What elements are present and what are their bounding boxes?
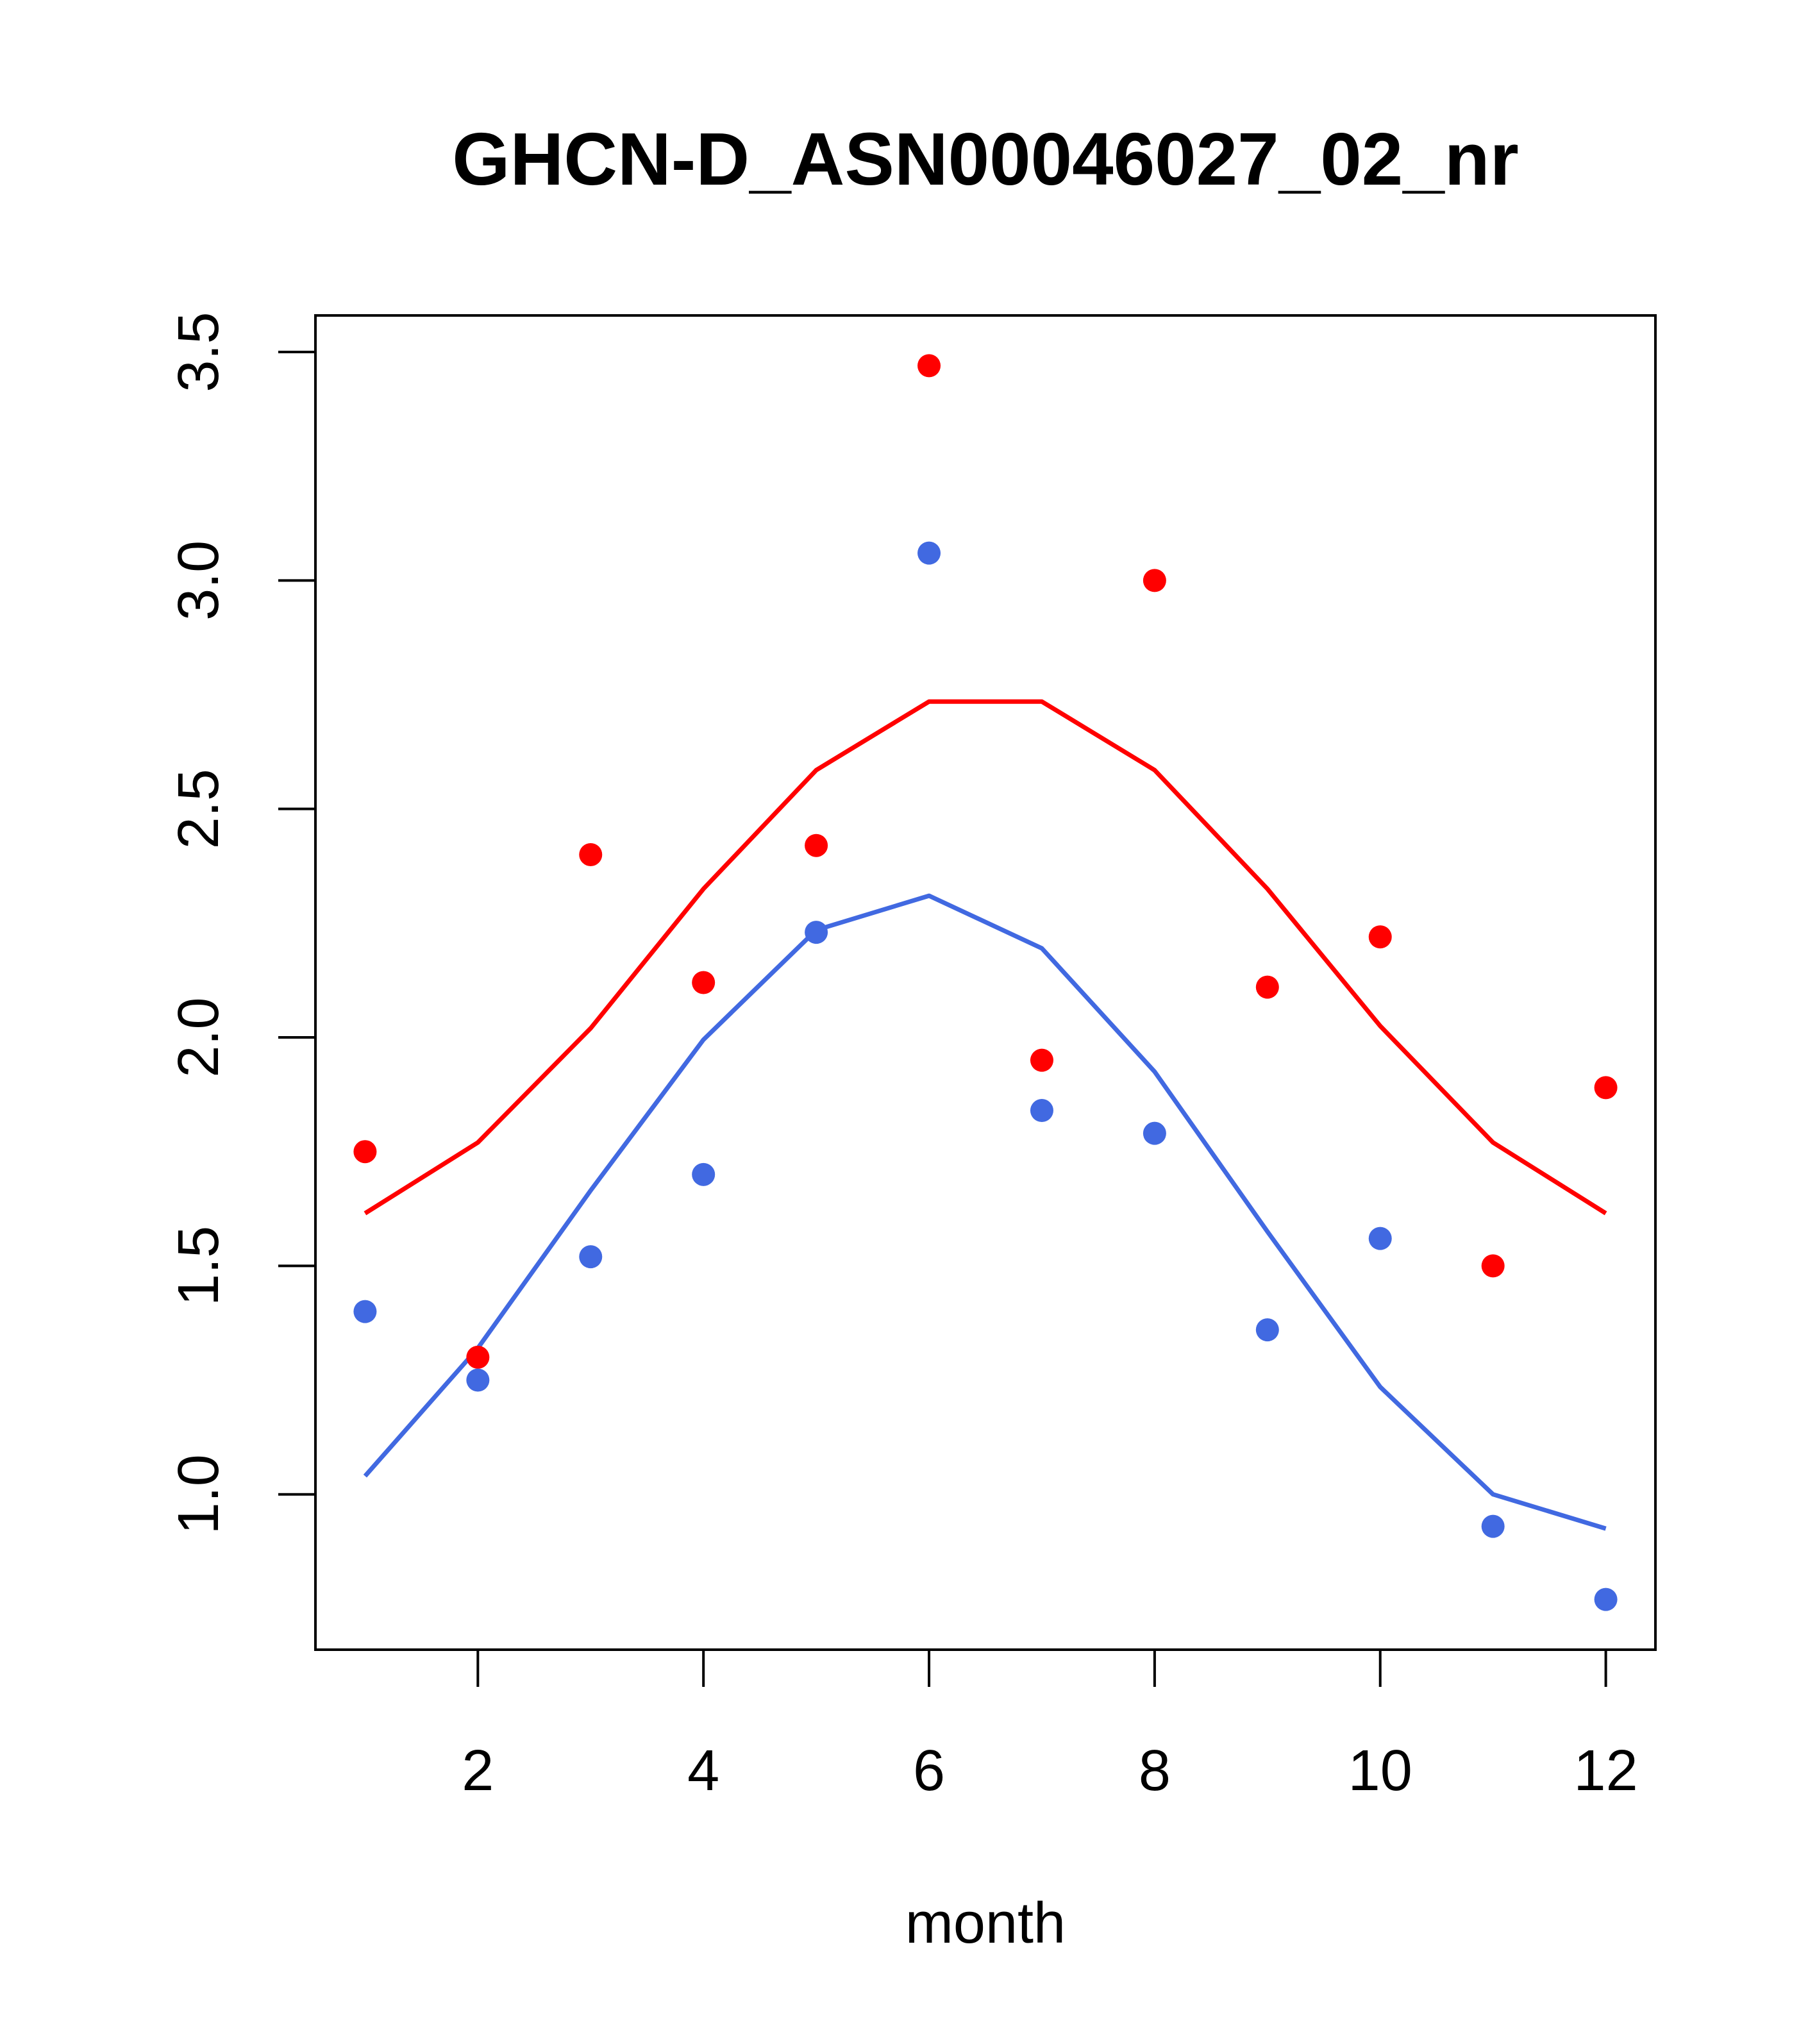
series-0-point <box>1481 1254 1505 1278</box>
x-tick-label: 12 <box>1574 1739 1638 1803</box>
series-1-point <box>805 921 828 944</box>
series-3-line <box>363 893 1607 1531</box>
series-0-point <box>353 1140 377 1164</box>
x-tick-label: 8 <box>1139 1739 1171 1803</box>
series-0-point <box>1143 569 1166 592</box>
series-1-point <box>1030 1099 1053 1123</box>
series-0-point <box>1594 1076 1618 1100</box>
series-1-point <box>1594 1587 1618 1611</box>
series-1-point <box>466 1368 490 1392</box>
y-tick-label: 2.0 <box>167 997 231 1077</box>
series-1-point <box>1481 1514 1505 1538</box>
x-tick-label: 10 <box>1348 1739 1412 1803</box>
x-tick-label: 4 <box>687 1739 719 1803</box>
series-0-point <box>579 842 603 866</box>
x-axis-label: month <box>905 1891 1066 1956</box>
series-1-point <box>579 1245 603 1269</box>
series-1-point <box>692 1162 716 1186</box>
series-0-point <box>692 971 716 994</box>
y-tick-label: 3.0 <box>167 540 231 621</box>
series-0-point <box>805 834 828 857</box>
x-tick-label: 6 <box>913 1739 945 1803</box>
plot-frame <box>314 314 1657 1651</box>
y-tick-label: 1.0 <box>167 1454 231 1534</box>
series-0-point <box>466 1345 490 1369</box>
series-1-point <box>1255 1318 1279 1342</box>
series-1-point <box>1368 1227 1392 1250</box>
series-0-point <box>917 354 941 378</box>
y-tick-label: 2.5 <box>167 769 231 849</box>
y-tick-label: 1.5 <box>167 1226 231 1306</box>
y-tick-label: 3.5 <box>167 312 231 392</box>
x-tick-label: 2 <box>462 1739 494 1803</box>
x-axis: 2 4 6 8 10 12 <box>462 1648 1638 1803</box>
series-1-point <box>917 541 941 565</box>
series-0-point <box>1255 975 1279 999</box>
series-1-point <box>1143 1121 1166 1145</box>
series-0-point <box>1030 1048 1053 1072</box>
series-0-point <box>1368 925 1392 949</box>
series-1-point <box>353 1300 377 1323</box>
y-axis: 1.0 1.5 2.0 2.5 3.0 3.5 <box>167 312 317 1534</box>
chart-title: GHCN-D_ASN00046027_02_nr <box>452 117 1519 201</box>
series-2-line <box>364 699 1607 1216</box>
series-layer <box>353 354 1618 1611</box>
